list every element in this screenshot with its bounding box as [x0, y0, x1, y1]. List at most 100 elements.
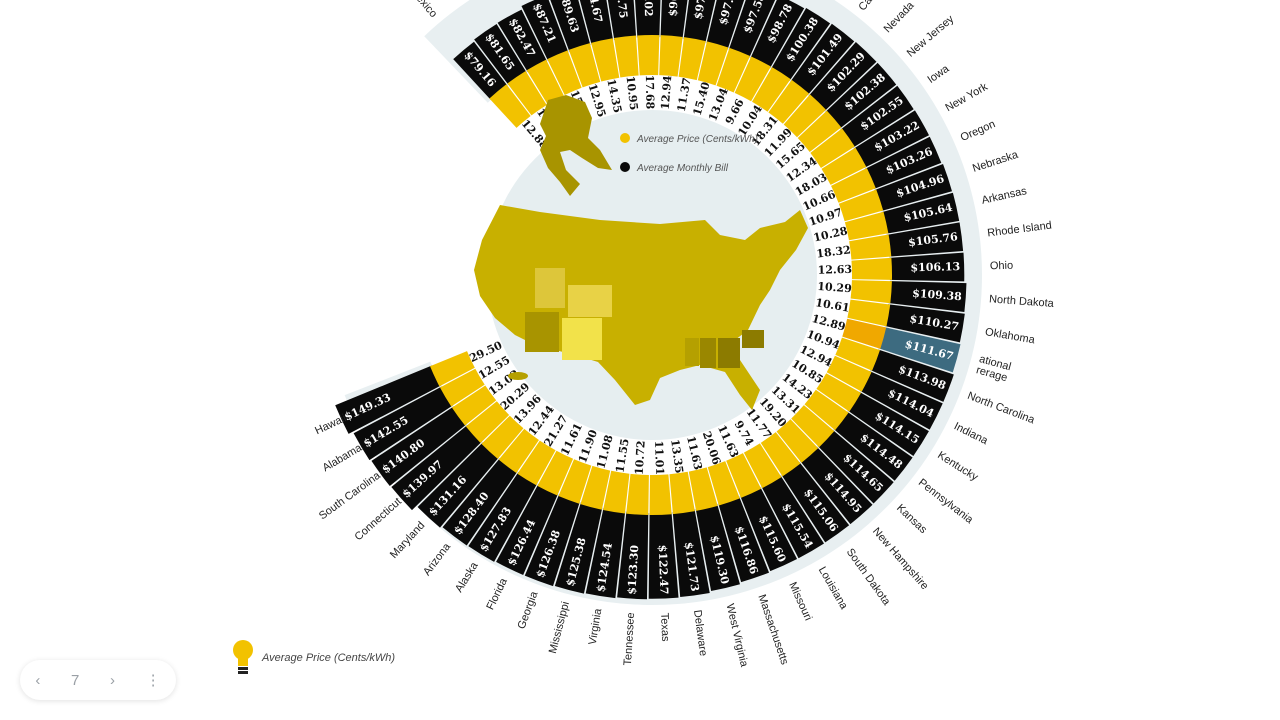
price-label-arkansas: 10.28 — [812, 224, 849, 244]
price-bar-district-of-columbia — [659, 35, 683, 77]
bill-bar-pennsylvania — [833, 411, 913, 481]
bill-bar-west-virginia — [695, 503, 740, 592]
prev-page-icon[interactable]: ‹ — [35, 671, 41, 689]
bill-bar-north-dakota — [888, 281, 967, 313]
price-bar-arizona — [498, 428, 539, 473]
state-label-alabama: Alabama — [321, 441, 365, 474]
state-label-virginia: Virginia — [587, 607, 605, 646]
bill-bar-arkansas — [881, 192, 960, 234]
more-options-icon[interactable]: ⋮ — [145, 672, 161, 689]
bill-label-district-of-columbia: $96.52 — [666, 0, 682, 17]
bill-bar-georgia — [524, 494, 580, 587]
bill-bar-tennessee — [617, 511, 649, 600]
state-label-rhode-island: Rhode Island — [987, 219, 1053, 239]
price-bar-michigan — [697, 41, 729, 86]
bill-bar-louisiana — [761, 475, 825, 559]
bill-bar-alabama — [353, 386, 453, 461]
price-bar-mississippi — [580, 465, 611, 510]
price-bar-alaska — [517, 440, 556, 486]
state-label-line: South Dakota — [844, 546, 893, 608]
bill-bar-iowa — [840, 85, 914, 148]
state-label-texas: Texas — [658, 613, 671, 643]
bill-bars — [335, 0, 967, 600]
state-label-line: Pennsylvania — [916, 477, 976, 527]
top-legend: Average Price (Cents/kWh) Average Monthl… — [620, 133, 758, 174]
state-label-delaware: Delaware — [691, 609, 709, 657]
price-bar-idaho — [752, 67, 791, 112]
state-label-line: Tennessee — [622, 612, 637, 666]
state-label-line: Hawaii — [313, 412, 348, 437]
georgia-shape — [718, 338, 740, 368]
bill-bar-hawaii — [335, 365, 442, 434]
state-label-line: Indiana — [952, 420, 990, 447]
state-label-alaska: Alaska — [453, 559, 481, 594]
bill-bar-michigan — [706, 0, 745, 50]
bill-bar-alaska — [468, 472, 538, 562]
state-label-line: Arkansas — [980, 185, 1028, 207]
state-label-line: Delaware — [691, 609, 709, 657]
state-label-line: Arizona — [421, 540, 454, 578]
state-label-line: Iowa — [925, 62, 952, 86]
state-label-kentucky: Kentucky — [935, 449, 980, 483]
price-label-rhode-island: 18.32 — [816, 243, 852, 260]
state-label-maryland: Maryland — [388, 519, 427, 560]
bill-bar-florida — [496, 484, 559, 576]
state-label-line: North Dakota — [989, 293, 1055, 310]
state-label-georgia: Georgia — [516, 589, 541, 631]
bill-bar-missouri — [740, 486, 798, 572]
price-bar-ohio — [851, 257, 892, 280]
state-label-south-dakota: South Dakota — [844, 546, 893, 608]
state-label-new-york: New York — [943, 81, 990, 115]
price-bar-maine — [547, 50, 582, 96]
price-bar-oregon — [831, 168, 876, 203]
price-bar-minnesota — [716, 47, 751, 93]
state-label-arizona: Arizona — [421, 540, 454, 578]
bill-bar-new-york — [853, 110, 930, 168]
state-label-line: West Virginia — [724, 603, 751, 669]
bill-bar-national-average — [878, 327, 961, 373]
price-label-montana: 10.95 — [623, 75, 640, 111]
price-bar-california — [768, 79, 810, 124]
state-label-california: California — [856, 0, 895, 13]
price-bar-hawaii — [430, 351, 475, 387]
price-bar-north-carolina — [835, 337, 880, 371]
bill-bar-south-dakota — [781, 461, 850, 543]
bill-bar-california — [790, 23, 855, 96]
bill-bar-nebraska — [874, 163, 953, 212]
bill-bar-virginia — [585, 508, 626, 599]
price-label-district-of-columbia: 12.94 — [659, 75, 675, 111]
state-label-line: Mississippi — [547, 600, 572, 654]
price-label-vermont: 17.68 — [643, 75, 657, 110]
price-bar-colorado — [526, 59, 564, 105]
price-label-north-dakota: 10.29 — [817, 280, 852, 295]
state-label-line: Oregon — [959, 118, 997, 144]
alaska-shape — [540, 95, 612, 196]
state-label-line: Georgia — [516, 589, 541, 631]
price-label-west-virginia: 11.63 — [684, 435, 705, 472]
state-label-pennsylvania: Pennsylvania — [916, 477, 976, 527]
price-bar-indiana — [826, 355, 872, 392]
state-label-line: Massachusetts — [756, 593, 791, 667]
state-label-arkansas: Arkansas — [980, 185, 1028, 207]
state-label-line: New Mexico — [392, 0, 440, 20]
bill-bar-delaware — [672, 509, 710, 597]
price-bar-arkansas — [844, 211, 889, 241]
state-label-line: Virginia — [587, 607, 605, 646]
state-label-line: Texas — [658, 613, 671, 643]
price-bar-montana — [613, 35, 639, 78]
bottom-legend: Average Price (Cents/kWh) — [230, 638, 395, 678]
price-bar-nevada — [783, 94, 826, 138]
price-bar-new-jersey — [797, 110, 842, 153]
state-label-line: Louisiana — [816, 565, 850, 613]
state-label-nevada: Nevada — [882, 0, 918, 35]
state-label-oklahoma: Oklahoma — [984, 326, 1036, 346]
price-legend-label: Average Price (Cents/kWh) — [636, 134, 758, 145]
price-bar-washington — [734, 56, 771, 102]
price-bar-new-hampshire — [776, 419, 819, 463]
state-label-new-mexico: New Mexico — [392, 0, 440, 20]
arizona-shape — [525, 312, 559, 352]
bill-bar-indiana — [859, 371, 943, 430]
next-page-icon[interactable]: › — [109, 671, 115, 689]
price-bar-wyoming — [678, 37, 706, 81]
price-bar-texas — [649, 474, 672, 516]
